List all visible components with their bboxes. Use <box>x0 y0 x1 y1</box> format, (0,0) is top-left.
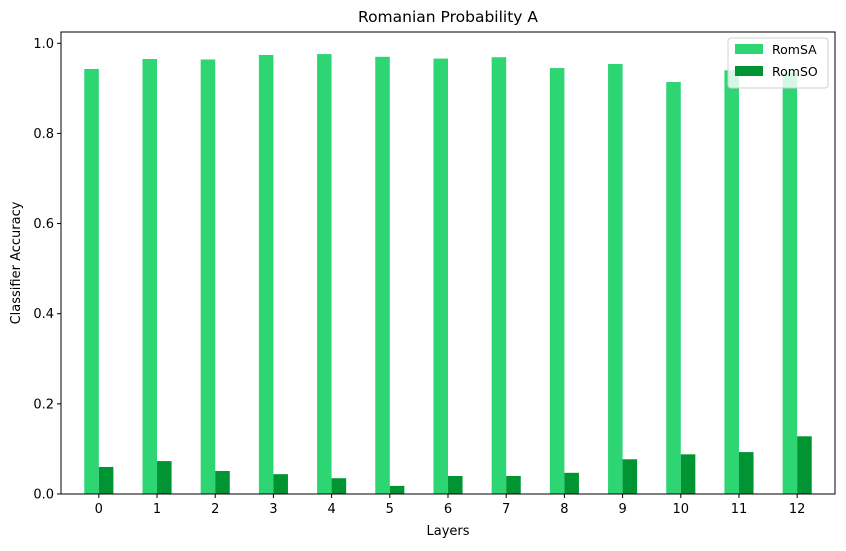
x-tick-label: 4 <box>327 502 335 517</box>
x-tick-label: 1 <box>153 502 161 517</box>
legend-swatch-romsa <box>735 44 763 54</box>
bar-romso-11 <box>738 452 754 494</box>
x-tick-label: 8 <box>560 502 568 517</box>
y-tick-label: 0.4 <box>33 307 54 322</box>
bar-romso-0 <box>98 466 114 494</box>
x-tick-label: 11 <box>731 502 748 517</box>
legend: RomSA RomSO <box>727 37 829 89</box>
x-tick-label: 0 <box>95 502 103 517</box>
x-axis-label: Layers <box>426 524 469 539</box>
x-tick-label: 10 <box>673 502 690 517</box>
bar-romsa-9 <box>608 64 623 494</box>
bar-romso-6 <box>448 475 463 494</box>
legend-label-romso: RomSO <box>772 64 818 79</box>
x-tick-label: 12 <box>789 502 806 517</box>
y-tick-label: 0.0 <box>33 488 54 503</box>
bar-romso-9 <box>622 459 638 494</box>
bar-romsa-12 <box>782 72 798 494</box>
x-tick-label: 6 <box>444 502 452 517</box>
x-axis: 0 1 2 3 4 5 6 7 8 9 10 11 12 <box>95 494 806 517</box>
bar-romso-4 <box>331 478 347 494</box>
x-tick-label: 5 <box>386 502 394 517</box>
bar-romsa-7 <box>491 57 507 495</box>
bar-romsa-2 <box>200 59 216 495</box>
y-axis: 0.0 0.2 0.4 0.6 0.8 1.0 <box>33 37 61 503</box>
x-tick-label: 2 <box>211 502 219 517</box>
x-tick-label: 7 <box>502 502 510 517</box>
bar-romsa-1 <box>142 59 158 494</box>
y-tick-label: 0.2 <box>33 397 54 412</box>
plot-frame <box>60 31 836 495</box>
bar-romsa-4 <box>317 54 332 495</box>
bar-romsa-11 <box>724 70 739 494</box>
x-tick-label: 3 <box>269 502 277 517</box>
bar-romso-2 <box>215 471 230 494</box>
y-tick-label: 1.0 <box>33 37 54 52</box>
bar-romsa-8 <box>549 68 565 494</box>
bar-romsa-3 <box>258 54 274 495</box>
bar-romso-5 <box>389 485 405 494</box>
bar-romsa-5 <box>375 56 390 494</box>
bar-romso-7 <box>506 475 521 494</box>
bar-romso-10 <box>680 454 696 494</box>
bar-romsa-10 <box>666 82 681 494</box>
bar-romso-12 <box>797 436 812 494</box>
bar-romso-1 <box>157 461 172 494</box>
bar-romso-3 <box>273 474 288 494</box>
legend-swatch-romso <box>735 66 763 76</box>
bar-romsa-0 <box>84 68 99 495</box>
bar-romsa-6 <box>433 58 448 494</box>
y-tick-label: 0.6 <box>33 217 54 232</box>
chart-title: Romanian Probability A <box>358 8 538 26</box>
legend-label-romsa: RomSA <box>772 42 817 57</box>
x-tick-label: 9 <box>618 502 626 517</box>
y-tick-label: 0.8 <box>33 127 54 142</box>
plot-area <box>84 54 812 495</box>
y-axis-label: Classifier Accuracy <box>9 201 24 324</box>
bar-romso-8 <box>564 472 579 494</box>
